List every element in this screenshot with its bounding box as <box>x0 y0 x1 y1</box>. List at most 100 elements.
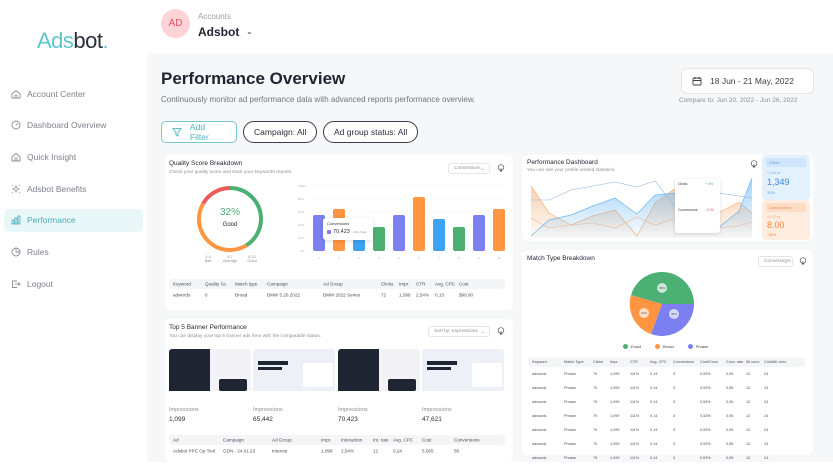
chevron-down-icon: ⌄ <box>783 258 788 265</box>
page-subtitle: Continuously monitor ad performance data… <box>161 95 476 104</box>
svg-text:9: 9 <box>478 256 480 260</box>
banner-thumbnail-1[interactable] <box>169 349 251 399</box>
table-row[interactable]: adwords Phrase 79 1,099 111% 0,14 3 0,53% 0,95 12… <box>532 414 769 418</box>
table-header: Ad Campaign Ad Group Impr. Interaction Int. r… <box>169 435 505 445</box>
match-card-title: Match Type Breakdown <box>527 255 595 262</box>
sparkle-icon <box>11 184 21 193</box>
match-pie-chart: 39% 23% 38% <box>629 271 694 336</box>
sidebar-item-logout[interactable]: Logout <box>4 272 143 295</box>
table-row[interactable]: Adsbot PPC Op Tool GDN - 24.01.23 Interest… <box>173 448 460 454</box>
calendar-icon <box>692 77 702 86</box>
account-name[interactable]: Adsbot <box>198 25 240 39</box>
chevron-down-icon: ⌄ <box>480 328 485 335</box>
banner-sort-select[interactable]: Sort by: Impressions ⌄ <box>428 326 490 337</box>
legend-broad: Broad <box>655 344 674 349</box>
banner-thumbnail-2[interactable] <box>253 349 335 399</box>
quality-card-title: Quality Score Breakdown <box>169 160 243 167</box>
svg-text:23%: 23% <box>641 311 647 315</box>
performance-area-chart <box>530 178 753 238</box>
quality-gauge <box>197 186 263 252</box>
legend-phrase: Phrase <box>687 344 708 349</box>
svg-text:80%: 80% <box>298 197 304 201</box>
table-row[interactable]: adwords 6 Broad BMW 5.20.2022 BMW 2022 Serie… <box>173 292 474 298</box>
ad-group-status-chip[interactable]: Ad group status: All <box>323 121 419 143</box>
table-row[interactable]: adwords Phrase 79 1,099 111% 0,14 3 0,53% 0,95 12… <box>532 372 769 376</box>
gauge-label: Good <box>222 222 238 228</box>
accounts-label: Accounts <box>198 12 231 21</box>
table-header: Keyword Match Type Clicks Impr. CTR Avg. CPC C… <box>528 357 805 367</box>
sidebar-item-adsbot-benefits[interactable]: Adsbot Benefits <box>4 177 143 200</box>
gauge-legend-good: 8-10 Good <box>247 255 257 263</box>
table-row[interactable]: adwords Phrase 79 1,099 111% 0,14 3 0,53% 0,95 12… <box>532 400 769 404</box>
compare-range: Compare to: Jun 20, 2022 - Jun 26, 2022 <box>679 97 798 104</box>
table-row[interactable]: adwords Phrase 79 1,099 111% 0,14 3 0,53% 0,95 12… <box>532 456 769 460</box>
sidebar: Adsbot. Account Center Dashboard Overvie… <box>0 0 147 462</box>
sidebar-item-quick-insight[interactable]: Quick Insight <box>4 145 143 168</box>
svg-text:4: 4 <box>378 256 380 260</box>
svg-text:38%: 38% <box>671 312 677 316</box>
sidebar-item-account-center[interactable]: Account Center <box>4 82 143 105</box>
table-row[interactable]: adwords Phrase 79 1,099 111% 0,14 3 0,53% 0,95 12… <box>532 428 769 432</box>
sidebar-item-dashboard-overview[interactable]: Dashboard Overview <box>4 114 143 137</box>
gauge-legend-average: 5-7 Average <box>222 255 238 263</box>
banner-thumbnail-4[interactable] <box>422 349 504 399</box>
clicks-metric-card[interactable]: Clicks 1,198 vs 1,349 11% <box>762 155 810 200</box>
chevron-down-icon[interactable]: ⌄ <box>246 27 253 36</box>
download-icon[interactable] <box>799 257 807 265</box>
chevron-down-icon: ⌄ <box>480 165 485 172</box>
page-title: Performance Overview <box>161 69 346 88</box>
pie-legend: Exact Broad Phrase <box>623 344 708 349</box>
date-range-picker[interactable]: 18 Jun - 21 May, 2022 <box>681 68 814 94</box>
banner-card-title: Top 5 Banner Performance <box>169 324 247 331</box>
impressions-label: Impressions <box>422 407 452 413</box>
svg-text:40%: 40% <box>298 223 304 227</box>
download-icon[interactable] <box>497 327 505 335</box>
add-filter-button[interactable]: Add Filter <box>161 121 237 143</box>
avatar[interactable]: AD <box>161 9 190 38</box>
table-row[interactable]: adwords Phrase 79 1,099 111% 0,14 3 0,53% 0,95 12… <box>532 442 769 446</box>
conversions-metric-card[interactable]: Conversions 12.00 vs 8.00 -35% <box>762 200 810 240</box>
match-metric-select[interactable]: Conversions ⌄ <box>758 256 793 267</box>
bar-chart-icon <box>11 215 21 225</box>
topbar <box>147 0 833 53</box>
svg-text:5: 5 <box>398 256 400 260</box>
gauge-icon <box>11 120 21 130</box>
impressions-label: Impressions <box>169 407 199 413</box>
table-header: Keyword Quality Sc. Match type Campaign Ad G… <box>169 279 505 289</box>
sidebar-item-rules[interactable]: Rules <box>4 240 143 263</box>
filter-icon <box>172 128 182 137</box>
gauge-legend-bad: 1-4 Bad <box>204 255 212 263</box>
impressions-value: 47,621 <box>422 416 442 423</box>
svg-text:3: 3 <box>358 256 360 260</box>
svg-text:20%: 20% <box>298 236 304 240</box>
quality-metric-select[interactable]: Conversions ⌄ <box>448 163 490 174</box>
home-icon <box>11 89 21 98</box>
perf-card-subtitle: You can see your profile related statist… <box>527 168 616 173</box>
adsbot-logo[interactable]: Adsbot. <box>37 28 109 53</box>
impressions-label: Impressions <box>253 407 283 413</box>
legend-exact: Exact <box>623 344 641 349</box>
table-row[interactable]: adwords Phrase 79 1,099 111% 0,14 3 0,53% 0,95 12… <box>532 386 769 390</box>
campaign-filter-chip[interactable]: Campaign: All <box>243 121 318 143</box>
svg-text:2: 2 <box>338 256 340 260</box>
svg-text:7: 7 <box>438 256 440 260</box>
svg-text:10: 10 <box>497 256 501 260</box>
svg-text:6: 6 <box>418 256 420 260</box>
impressions-label: Impressions <box>338 407 368 413</box>
perf-tooltip: Clicks + 4% Conversions - 6.32 <box>675 179 720 233</box>
download-icon[interactable] <box>750 160 758 168</box>
pie-icon <box>11 247 21 257</box>
svg-text:8: 8 <box>458 256 460 260</box>
logout-icon <box>12 280 21 288</box>
banner-thumbnail-3[interactable] <box>338 349 420 399</box>
legend-swatch <box>327 230 331 234</box>
impressions-value: 70,423 <box>338 416 358 423</box>
sidebar-nav: Account Center Dashboard Overview Quick … <box>4 82 143 304</box>
match-table: Keyword Match Type Clicks Impr. CTR Avg. CPC C… <box>528 357 805 465</box>
svg-text:0%: 0% <box>300 249 305 253</box>
svg-text:60%: 60% <box>298 210 304 214</box>
download-icon[interactable] <box>497 164 505 172</box>
perf-card-title: Performance Dashboard <box>527 159 598 166</box>
sidebar-item-performance[interactable]: Performance <box>4 208 143 232</box>
quality-card-subtitle: Check your quality score and track your … <box>169 170 293 175</box>
